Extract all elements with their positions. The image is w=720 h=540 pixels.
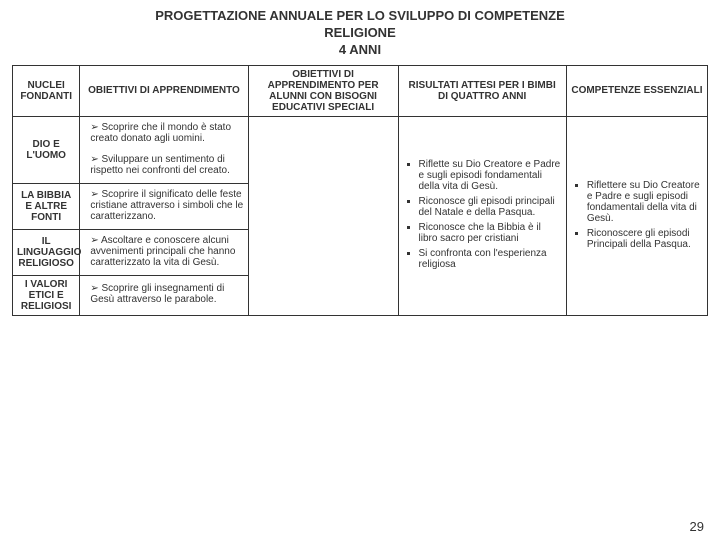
risultato-item: Riconosce che la Bibbia è il libro sacro… — [419, 222, 562, 244]
nucleo-cell: IL LINGUAGGIO RELIGIOSO — [13, 229, 80, 275]
title-line3: 4 ANNI — [339, 42, 381, 57]
obiettivo-item: Ascoltare e conoscere alcuni avvenimenti… — [90, 235, 243, 268]
header-risultati: RISULTATI ATTESI PER I BIMBI DI QUATTRO … — [398, 65, 566, 116]
risultati-cell: Riflette su Dio Creatore e Padre e sugli… — [398, 116, 566, 315]
speciali-cell — [248, 116, 398, 315]
table-header-row: NUCLEI FONDANTI OBIETTIVI DI APPRENDIMEN… — [13, 65, 708, 116]
header-competenze: COMPETENZE ESSENZIALI — [566, 65, 707, 116]
competenza-item: Riflettere su Dio Creatore e Padre e sug… — [587, 180, 703, 224]
title-line2: RELIGIONE — [324, 25, 396, 40]
obiettivo-item: Scoprire il significato delle feste cris… — [90, 189, 243, 222]
obiettivi-cell: Scoprire gli insegnamenti di Gesù attrav… — [80, 275, 248, 315]
competence-table: NUCLEI FONDANTI OBIETTIVI DI APPRENDIMEN… — [12, 65, 708, 316]
table-row: DIO E L'UOMO Scoprire che il mondo è sta… — [13, 116, 708, 183]
obiettivo-item: Sviluppare un sentimento di rispetto nei… — [90, 154, 243, 176]
risultato-item: Riconosce gli episodi principali del Nat… — [419, 196, 562, 218]
page-number: 29 — [690, 519, 704, 534]
nucleo-cell: LA BIBBIA E ALTRE FONTI — [13, 183, 80, 229]
competenze-cell: Riflettere su Dio Creatore e Padre e sug… — [566, 116, 707, 315]
nucleo-cell: I VALORI ETICI E RELIGIOSI — [13, 275, 80, 315]
header-obiettivi: OBIETTIVI DI APPRENDIMENTO — [80, 65, 248, 116]
title-line1: PROGETTAZIONE ANNUALE PER LO SVILUPPO DI… — [155, 8, 565, 23]
obiettivi-cell: Scoprire il significato delle feste cris… — [80, 183, 248, 229]
obiettivo-item: Scoprire gli insegnamenti di Gesù attrav… — [90, 283, 243, 305]
header-nuclei: NUCLEI FONDANTI — [13, 65, 80, 116]
header-speciali: OBIETTIVI DI APPRENDIMENTO PER ALUNNI CO… — [248, 65, 398, 116]
risultato-item: Riflette su Dio Creatore e Padre e sugli… — [419, 159, 562, 192]
nucleo-cell: DIO E L'UOMO — [13, 116, 80, 183]
risultato-item: Si confronta con l'esperienza religiosa — [419, 248, 562, 270]
obiettivo-item: Scoprire che il mondo è stato creato don… — [90, 122, 243, 144]
obiettivi-cell: Scoprire che il mondo è stato creato don… — [80, 116, 248, 183]
competenza-item: Riconoscere gli episodi Principali della… — [587, 228, 703, 250]
obiettivi-cell: Ascoltare e conoscere alcuni avvenimenti… — [80, 229, 248, 275]
page-title: PROGETTAZIONE ANNUALE PER LO SVILUPPO DI… — [12, 8, 708, 59]
